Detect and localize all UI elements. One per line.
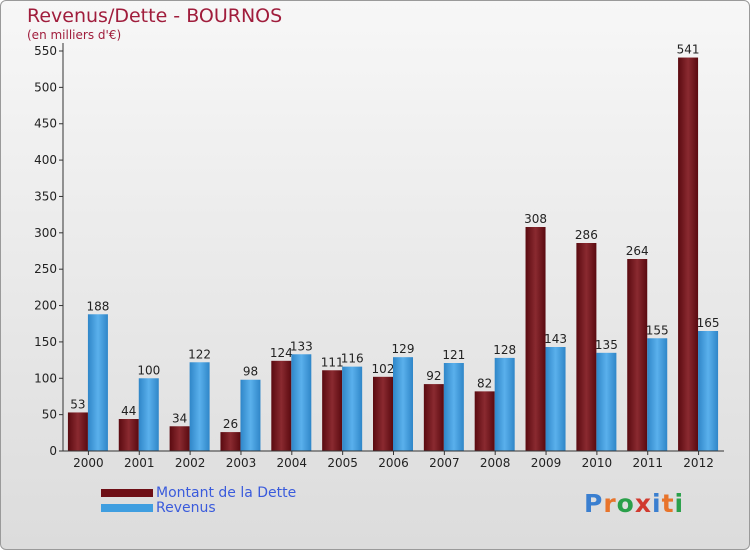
- bar-revenue-2012: [698, 331, 719, 451]
- x-tick-label: 2009: [531, 456, 562, 470]
- y-tick-label: 150: [34, 335, 57, 349]
- data-label-revenue-2001: 100: [137, 363, 160, 377]
- bar-revenue-2009: [545, 347, 566, 451]
- data-label-debt-2008: 82: [477, 376, 492, 390]
- legend-swatch-debt: [101, 489, 153, 497]
- legend-label-revenue: Revenus: [156, 500, 216, 516]
- logo-letter: t: [661, 489, 675, 518]
- bar-chart: 5318844100341222698124133111116102129921…: [34, 43, 724, 470]
- x-tick-label: 2012: [683, 456, 714, 470]
- x-tick-label: 2005: [327, 456, 358, 470]
- bar-debt-2011: [627, 259, 648, 451]
- data-label-debt-2006: 102: [372, 362, 395, 376]
- bar-debt-2003: [220, 432, 241, 451]
- bar-debt-2001: [118, 419, 139, 451]
- bar-debt-2000: [67, 412, 88, 451]
- logo-letter: P: [584, 489, 604, 518]
- bar-debt-2010: [576, 243, 597, 451]
- y-tick-label: 500: [34, 80, 57, 94]
- data-label-revenue-2009: 143: [544, 332, 567, 346]
- data-label-debt-2003: 26: [223, 417, 238, 431]
- y-tick-label: 450: [34, 117, 57, 131]
- bar-debt-2008: [474, 391, 495, 451]
- data-label-revenue-2004: 133: [290, 339, 313, 353]
- data-label-revenue-2007: 121: [442, 348, 465, 362]
- bar-debt-2002: [169, 426, 190, 451]
- bar-debt-2005: [322, 370, 343, 451]
- logo-letter: i: [674, 489, 685, 518]
- y-tick-label: 50: [42, 408, 57, 422]
- data-label-debt-2010: 286: [575, 228, 598, 242]
- data-label-revenue-2003: 98: [243, 365, 258, 379]
- bar-revenue-2000: [87, 314, 108, 451]
- logo-letter: x: [634, 489, 652, 518]
- data-label-debt-2007: 92: [426, 369, 441, 383]
- bar-revenue-2003: [240, 379, 261, 451]
- y-tick-label: 0: [49, 444, 57, 458]
- y-tick-label: 100: [34, 371, 57, 385]
- bar-revenue-2002: [189, 362, 210, 451]
- bar-revenue-2005: [342, 366, 363, 451]
- data-label-revenue-2008: 128: [493, 343, 516, 357]
- chart-title: Revenus/Dette - BOURNOS: [27, 5, 283, 27]
- y-tick-label: 400: [34, 153, 57, 167]
- bar-debt-2009: [525, 227, 546, 451]
- data-label-revenue-2000: 188: [86, 299, 109, 313]
- x-tick-label: 2008: [480, 456, 511, 470]
- bar-revenue-2001: [138, 378, 159, 451]
- data-label-debt-2004: 124: [270, 346, 293, 360]
- data-label-debt-2009: 308: [524, 212, 547, 226]
- y-tick-label: 350: [34, 189, 57, 203]
- x-tick-label: 2004: [277, 456, 308, 470]
- bar-debt-2012: [678, 57, 699, 451]
- bar-revenue-2006: [393, 357, 413, 451]
- x-tick-label: 2010: [582, 456, 613, 470]
- logo-letter: r: [603, 489, 617, 518]
- x-tick-label: 2007: [429, 456, 460, 470]
- data-label-debt-2001: 44: [121, 404, 136, 418]
- data-label-debt-2000: 53: [70, 397, 85, 411]
- logo-letter: o: [616, 489, 635, 518]
- bar-revenue-2008: [494, 357, 515, 451]
- bar-debt-2007: [423, 384, 444, 451]
- y-tick-label: 300: [34, 226, 57, 240]
- legend-label-debt: Montant de la Dette: [156, 485, 297, 501]
- x-tick-label: 2000: [73, 456, 104, 470]
- data-label-debt-2002: 34: [172, 411, 187, 425]
- data-label-debt-2012: 541: [677, 43, 700, 57]
- data-label-revenue-2006: 129: [392, 342, 415, 356]
- bar-revenue-2010: [596, 352, 617, 451]
- x-tick-label: 2003: [226, 456, 257, 470]
- y-tick-label: 200: [34, 299, 57, 313]
- data-label-revenue-2010: 135: [595, 338, 618, 352]
- data-label-revenue-2002: 122: [188, 347, 211, 361]
- y-tick-label: 550: [34, 44, 57, 58]
- proxiti-logo: Proxiti: [584, 489, 684, 518]
- bar-debt-2004: [271, 360, 292, 451]
- legend-swatch-revenue: [101, 504, 153, 512]
- x-tick-label: 2006: [378, 456, 409, 470]
- x-tick-label: 2011: [632, 456, 663, 470]
- bar-revenue-2004: [291, 354, 312, 451]
- data-label-revenue-2012: 165: [697, 316, 720, 330]
- data-label-debt-2005: 111: [321, 355, 344, 369]
- y-tick-label: 250: [34, 262, 57, 276]
- bar-revenue-2011: [647, 338, 668, 451]
- x-tick-label: 2001: [124, 456, 155, 470]
- data-label-revenue-2011: 155: [646, 323, 669, 337]
- data-label-debt-2011: 264: [626, 244, 649, 258]
- logo-letter: i: [652, 489, 662, 518]
- data-label-revenue-2005: 116: [341, 352, 364, 366]
- bar-revenue-2007: [443, 363, 464, 451]
- chart-subtitle: (en milliers d'€): [27, 28, 122, 42]
- bar-debt-2006: [373, 376, 393, 451]
- x-tick-label: 2002: [175, 456, 206, 470]
